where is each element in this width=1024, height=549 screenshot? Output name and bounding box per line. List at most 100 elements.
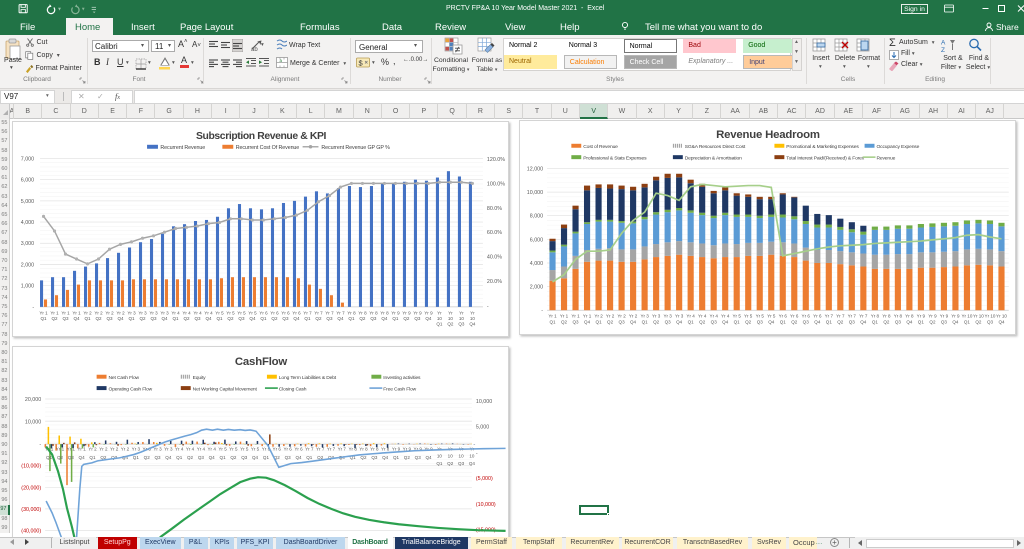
- svg-text:5,000: 5,000: [476, 425, 489, 431]
- svg-text:Q2: Q2: [745, 320, 752, 325]
- svg-text:Yr 6: Yr 6: [281, 311, 290, 316]
- svg-text:Yr: Yr: [448, 311, 453, 316]
- svg-text:Subscription Revenue & KPI: Subscription Revenue & KPI: [196, 131, 327, 142]
- svg-text:Yr 5: Yr 5: [733, 314, 742, 319]
- svg-text:Q2: Q2: [51, 316, 58, 321]
- svg-text:Q2: Q2: [317, 455, 324, 460]
- svg-text:(30,000): (30,000): [21, 507, 41, 513]
- svg-text:Q3: Q3: [757, 320, 764, 325]
- svg-text:60.0%: 60.0%: [487, 230, 502, 236]
- svg-text:Yr 2: Yr 2: [121, 446, 130, 451]
- svg-text:Q1: Q1: [172, 316, 179, 321]
- svg-text:Q1: Q1: [84, 316, 91, 321]
- svg-text:Q3: Q3: [849, 320, 856, 325]
- svg-text:Q4: Q4: [165, 455, 172, 460]
- svg-text:Yr 7: Yr 7: [314, 311, 323, 316]
- svg-text:Long Term Liabilities & Debt: Long Term Liabilities & Debt: [279, 375, 337, 381]
- svg-text:Q1: Q1: [40, 316, 47, 321]
- svg-text:Investing activities: Investing activities: [383, 375, 421, 381]
- svg-text:Q4: Q4: [161, 316, 168, 321]
- svg-text:10: 10: [459, 453, 465, 458]
- svg-text:Q1: Q1: [263, 455, 270, 460]
- svg-text:Q4: Q4: [998, 320, 1005, 325]
- svg-text:Yr 3: Yr 3: [160, 311, 169, 316]
- svg-text:Yr 5: Yr 5: [767, 314, 776, 319]
- svg-text:Yr 1: Yr 1: [67, 446, 76, 451]
- svg-text:Q1: Q1: [133, 455, 140, 460]
- svg-text:Q2: Q2: [183, 316, 190, 321]
- svg-text:Q4: Q4: [117, 316, 124, 321]
- svg-text:Recurrent Revenue: Recurrent Revenue: [160, 145, 205, 151]
- svg-text:40.0%: 40.0%: [487, 255, 502, 261]
- svg-text:Yr 1: Yr 1: [61, 311, 70, 316]
- svg-text:Q3: Q3: [895, 320, 902, 325]
- svg-text:10: 10: [448, 316, 454, 321]
- svg-text:Yr 4: Yr 4: [698, 314, 707, 319]
- svg-text:Revenue Headroom: Revenue Headroom: [716, 129, 820, 141]
- svg-text:Q2: Q2: [883, 320, 890, 325]
- svg-text:Yr 2: Yr 2: [105, 311, 114, 316]
- svg-text:Q2: Q2: [929, 320, 936, 325]
- svg-text:Q1: Q1: [128, 316, 135, 321]
- svg-text:Yr 1: Yr 1: [56, 446, 65, 451]
- svg-text:Yr 9: Yr 9: [391, 311, 400, 316]
- svg-text:Yr 6: Yr 6: [779, 314, 788, 319]
- svg-text:Yr 5: Yr 5: [215, 311, 224, 316]
- svg-text:Q4: Q4: [425, 316, 432, 321]
- svg-text:8,000: 8,000: [530, 214, 543, 220]
- svg-text:Yr 7: Yr 7: [305, 446, 314, 451]
- svg-text:Yr 4: Yr 4: [208, 446, 217, 451]
- svg-text:Yr 2: Yr 2: [116, 311, 125, 316]
- svg-text:Q3: Q3: [241, 455, 248, 460]
- svg-text:6,000: 6,000: [21, 178, 34, 184]
- svg-text:-: -: [476, 450, 478, 456]
- svg-text:▾: ▾: [82, 7, 85, 13]
- svg-text:Q1: Q1: [688, 320, 695, 325]
- svg-text:Yr 4: Yr 4: [197, 446, 206, 451]
- svg-text:Q4: Q4: [676, 320, 683, 325]
- svg-text:Yr 5: Yr 5: [237, 311, 246, 316]
- svg-text:6,000: 6,000: [530, 237, 543, 243]
- svg-text:A: A: [941, 40, 946, 47]
- svg-text:Q3: Q3: [111, 455, 118, 460]
- svg-text:Q4: Q4: [952, 320, 959, 325]
- svg-text:Z: Z: [941, 47, 945, 53]
- svg-text:Q2: Q2: [447, 322, 454, 327]
- svg-text:Yr 3: Yr 3: [675, 314, 684, 319]
- svg-text:10: 10: [437, 316, 443, 321]
- svg-text:10,000: 10,000: [25, 420, 41, 426]
- svg-text:Yr 9: Yr 9: [951, 314, 960, 319]
- svg-text:Yr 4: Yr 4: [182, 311, 191, 316]
- svg-text:Yr: Yr: [470, 311, 475, 316]
- svg-text:Q2: Q2: [187, 455, 194, 460]
- svg-text:Yr 6: Yr 6: [292, 311, 301, 316]
- svg-text:Q1: Q1: [436, 461, 443, 466]
- svg-text:Yr 2: Yr 2: [94, 311, 103, 316]
- svg-text:Yr 9: Yr 9: [424, 446, 433, 451]
- svg-text:Yr 6: Yr 6: [813, 314, 822, 319]
- svg-text:Yr 7: Yr 7: [327, 446, 336, 451]
- svg-text:20,000: 20,000: [25, 397, 41, 403]
- svg-text:▾: ▾: [58, 7, 61, 13]
- svg-text:Yr 9: Yr 9: [424, 311, 433, 316]
- svg-text:Yr 10: Yr 10: [973, 314, 984, 319]
- svg-text:Q2: Q2: [271, 316, 278, 321]
- svg-text:Yr 4: Yr 4: [193, 311, 202, 316]
- svg-text:Yr 9: Yr 9: [403, 446, 412, 451]
- svg-text:4,000: 4,000: [21, 220, 34, 226]
- svg-text:Yr 5: Yr 5: [226, 311, 235, 316]
- svg-text:Q1: Q1: [304, 316, 311, 321]
- svg-text:Yr 1: Yr 1: [571, 314, 580, 319]
- svg-text:Q3: Q3: [150, 316, 157, 321]
- svg-text:Operating Cash Flow: Operating Cash Flow: [109, 387, 153, 393]
- svg-text:Q3: Q3: [458, 322, 465, 327]
- svg-text:Q1: Q1: [596, 320, 603, 325]
- svg-text:10: 10: [470, 316, 476, 321]
- svg-text:Q3: Q3: [572, 320, 579, 325]
- svg-text:Q1: Q1: [392, 316, 399, 321]
- svg-text:a: a: [280, 58, 283, 63]
- svg-text:Q2: Q2: [791, 320, 798, 325]
- svg-text:Yr 8: Yr 8: [359, 446, 368, 451]
- svg-text:Yr 4: Yr 4: [204, 311, 213, 316]
- svg-text:Q4: Q4: [249, 316, 256, 321]
